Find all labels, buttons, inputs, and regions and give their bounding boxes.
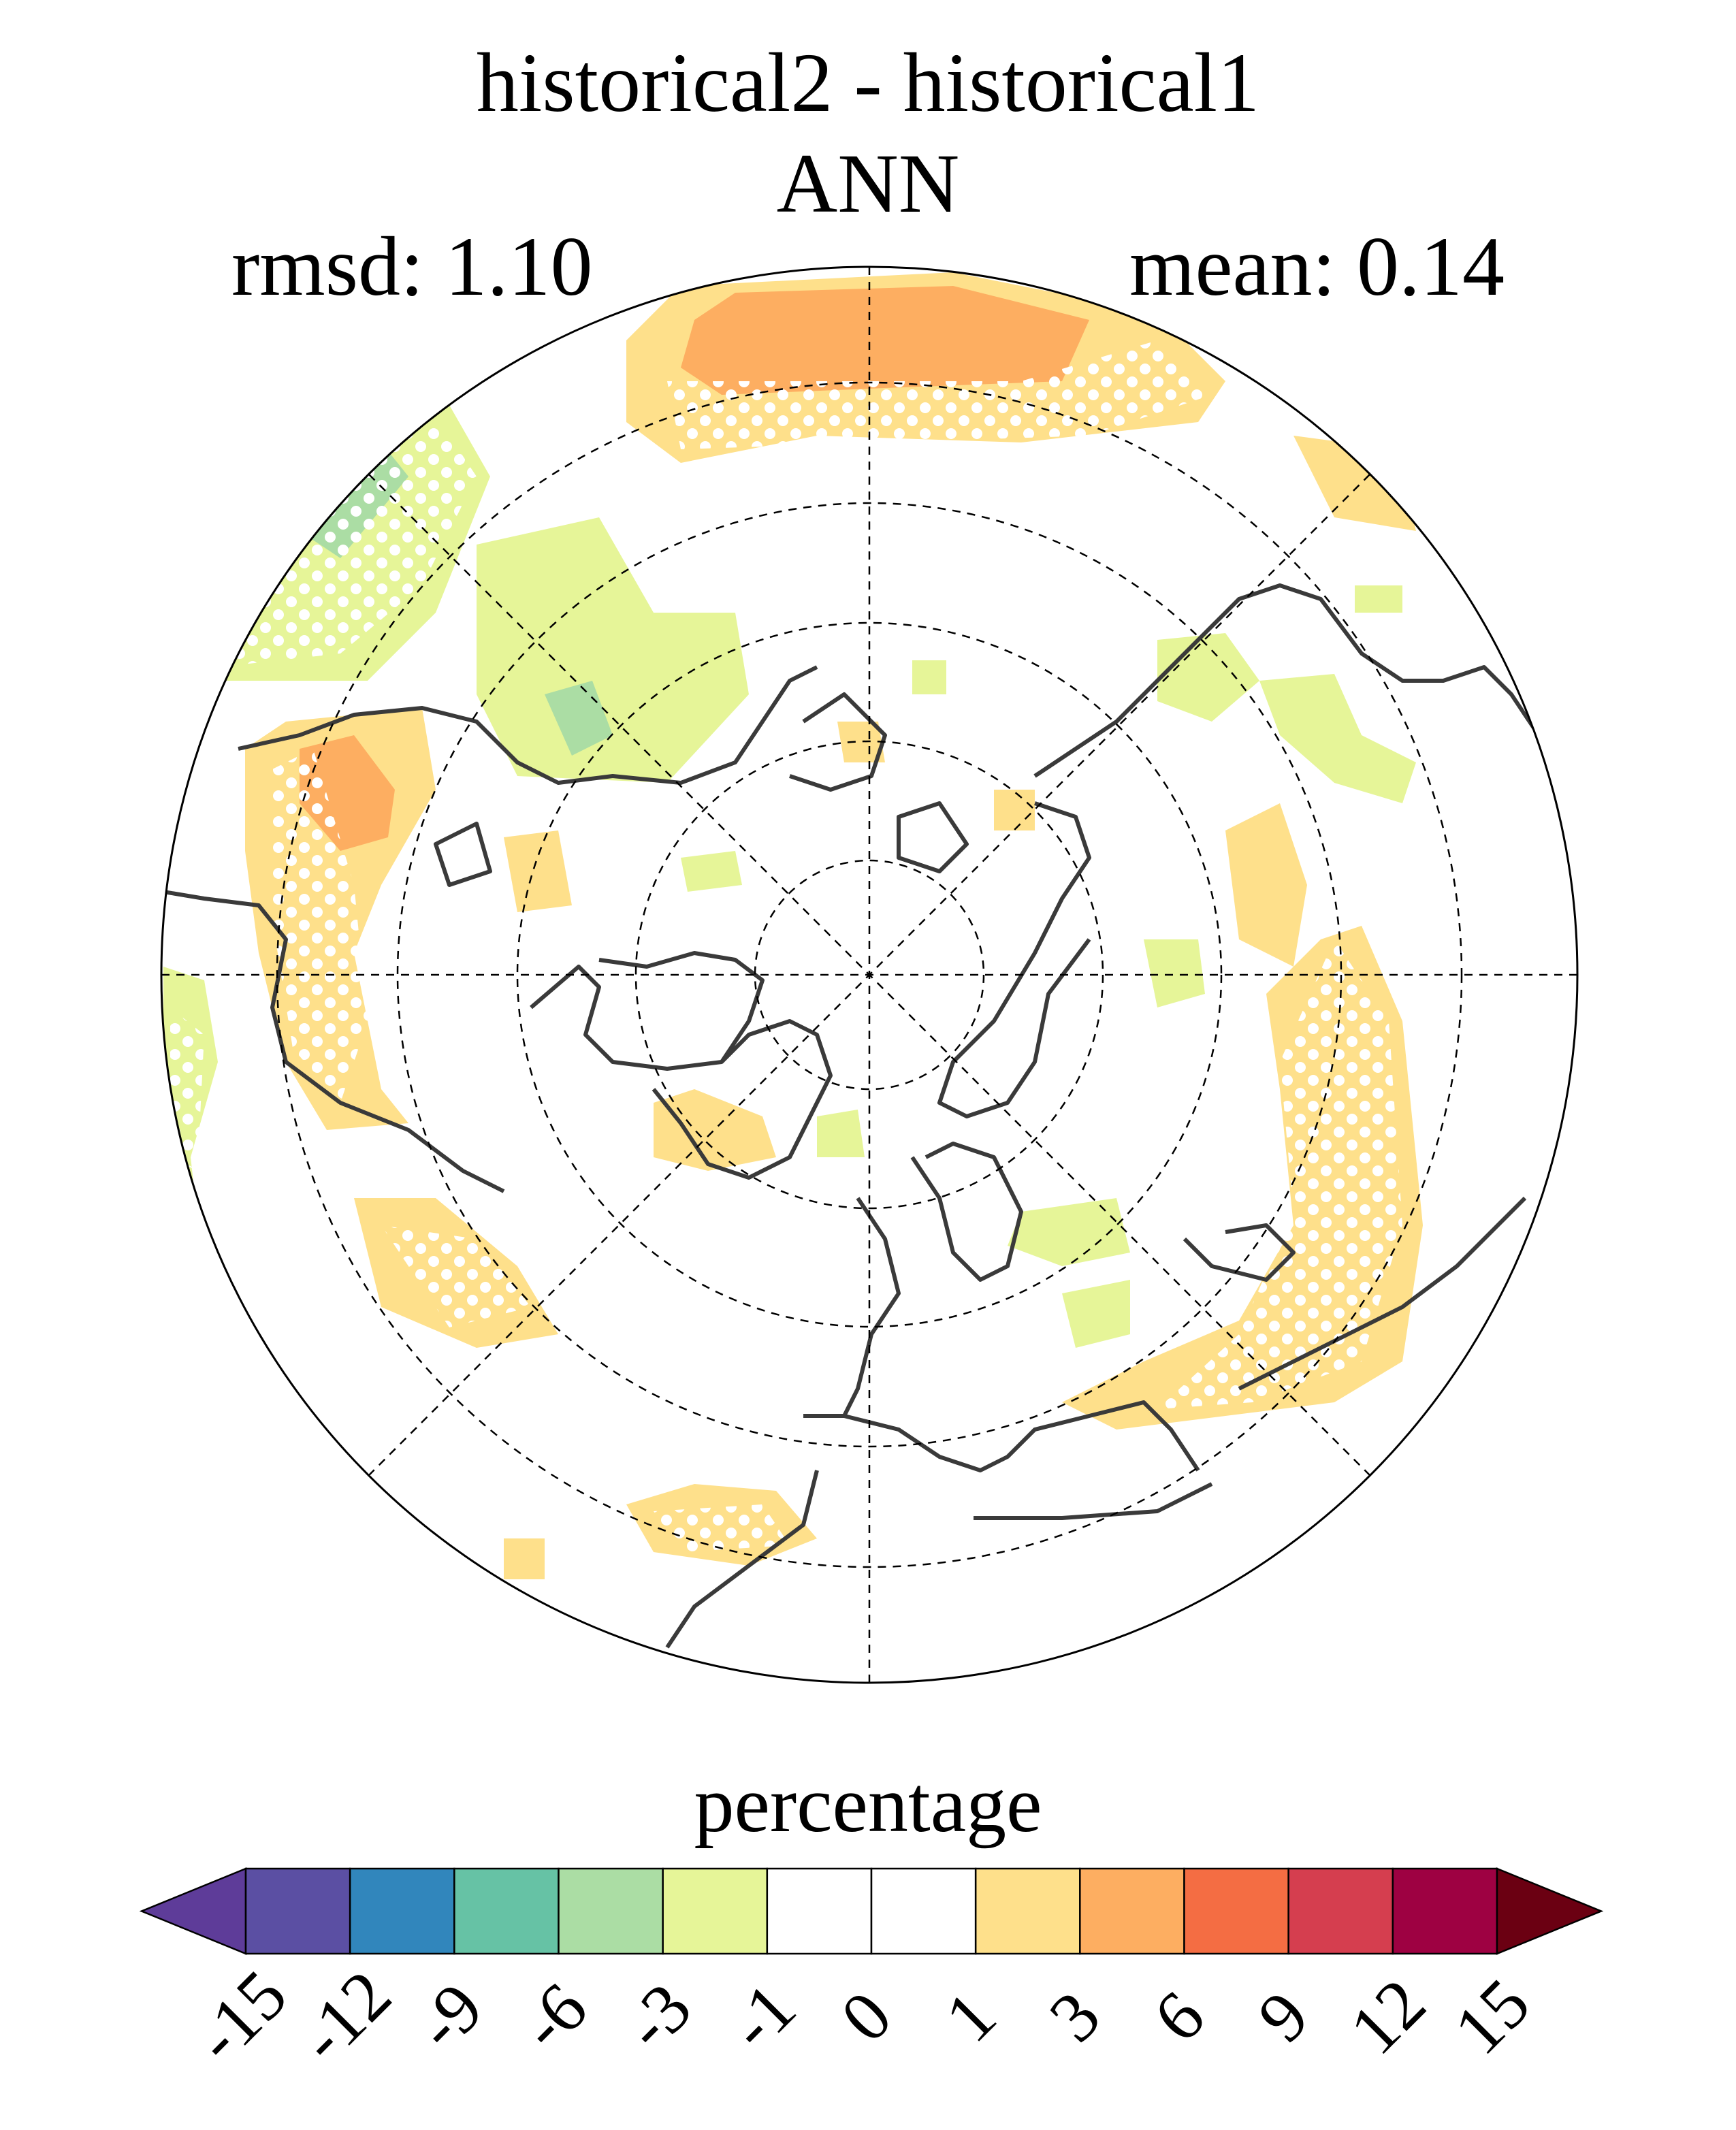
colorbar-swatch xyxy=(1287,1867,1394,1955)
colorbar-swatch xyxy=(453,1867,560,1955)
colorbar-label: percentage xyxy=(694,1760,1042,1849)
rmsd-label: rmsd: 1.10 xyxy=(231,220,593,313)
colorbar-swatch xyxy=(244,1867,351,1955)
colorbar-extend-low xyxy=(139,1867,247,1955)
coastlines xyxy=(163,583,1554,1649)
colorbar-tick-label: -15 xyxy=(180,1956,302,2078)
colorbar-tick-label: -1 xyxy=(713,1968,811,2065)
colorbar-swatch xyxy=(974,1867,1081,1955)
title-line-2: ANN xyxy=(776,137,960,230)
colorbar-tick-label: 12 xyxy=(1335,1964,1441,2069)
colorbar-tick-label: -12 xyxy=(284,1956,406,2078)
colorbar-extend-high xyxy=(1496,1867,1604,1955)
colorbar-swatch xyxy=(766,1867,873,1955)
colorbar-tick-label: -9 xyxy=(401,1968,498,2065)
title-line-1: historical2 - historical1 xyxy=(476,36,1260,129)
strong-positive-regions xyxy=(300,286,1089,851)
colorbar-tick-label: 6 xyxy=(1139,1976,1219,2056)
colorbar-tick-label: 1 xyxy=(931,1976,1011,2056)
colorbar-tick-label: 0 xyxy=(826,1976,906,2056)
colorbar-swatch xyxy=(1183,1867,1289,1955)
colorbar-swatch xyxy=(1079,1867,1185,1955)
colorbar-tick-label: 15 xyxy=(1439,1964,1545,2069)
colorbar-tick-label: -6 xyxy=(505,1968,602,2065)
polar-map xyxy=(160,265,1579,1684)
colorbar-swatches xyxy=(139,1867,1604,1955)
mean-label: mean: 0.14 xyxy=(1129,220,1505,313)
colorbar-swatch xyxy=(662,1867,769,1955)
colorbar-swatch xyxy=(870,1867,977,1955)
colorbar-swatch xyxy=(558,1867,664,1955)
colorbar-swatch xyxy=(349,1867,455,1955)
map-field xyxy=(161,267,1577,1683)
colorbar-tick-label: -3 xyxy=(609,1968,707,2065)
map-border xyxy=(160,265,1579,1684)
graticule xyxy=(161,267,1577,1683)
colorbar-swatch xyxy=(1392,1867,1498,1955)
colorbar-tick-label: 3 xyxy=(1035,1976,1115,2056)
colorbar-tick-label: 9 xyxy=(1243,1976,1323,2056)
